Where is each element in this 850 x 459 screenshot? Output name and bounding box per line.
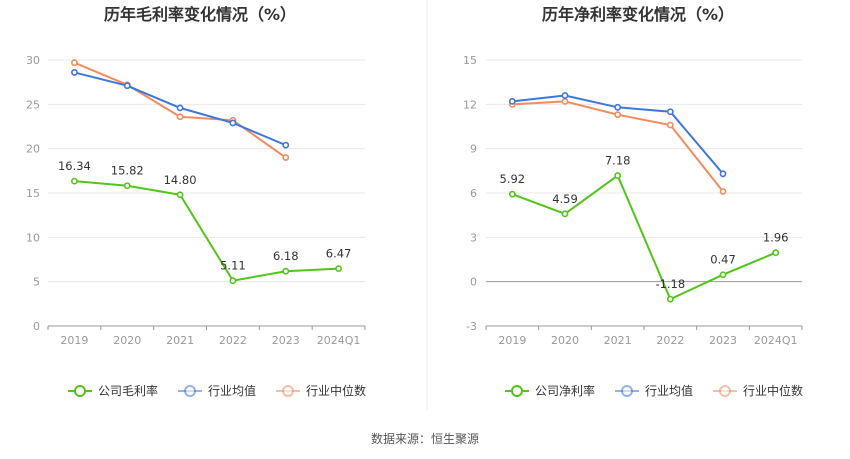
data-point — [719, 271, 727, 279]
data-point — [282, 267, 290, 275]
legend-marker — [184, 385, 196, 397]
y-tick-label: 20 — [26, 143, 40, 156]
y-tick-label: 6 — [470, 187, 477, 200]
data-label: -1.18 — [655, 277, 685, 291]
x-tick-label: 2022 — [219, 334, 247, 347]
legend-label: 行业均值 — [645, 383, 693, 398]
data-point — [614, 111, 622, 119]
data-point — [229, 277, 237, 285]
y-tick-label: -3 — [466, 320, 477, 333]
legend-marker — [282, 385, 294, 397]
x-tick-label: 2024Q1 — [754, 334, 798, 347]
data-point — [176, 113, 184, 121]
data-point — [772, 249, 780, 257]
gross-margin-chart: 历年毛利率变化情况（%） 0 5 10 15 20 25 30 2019 2020 2021 202… — [26, 5, 366, 398]
chart-title: 历年毛利率变化情况（%） — [104, 5, 296, 24]
x-tick-label: 2024Q1 — [317, 334, 361, 347]
y-tick-label: 25 — [26, 98, 40, 111]
data-point — [71, 59, 78, 67]
data-point — [335, 265, 342, 273]
y-tick-label: 12 — [463, 98, 477, 111]
legend-marker — [511, 385, 523, 397]
legend-label: 公司毛利率 — [98, 383, 158, 398]
data-label: 15.82 — [111, 164, 144, 178]
chart-title: 历年净利率变化情况（%） — [542, 5, 734, 24]
data-label: 6.18 — [273, 249, 299, 263]
x-tick-label: 2021 — [604, 334, 632, 347]
legend-label: 行业均值 — [208, 383, 256, 398]
data-label: 0.47 — [710, 253, 736, 267]
x-tick-label: 2022 — [656, 334, 684, 347]
y-tick-label: 3 — [470, 231, 477, 244]
data-label: 5.11 — [220, 259, 246, 273]
x-tick-label: 2019 — [498, 334, 526, 347]
y-tick-label: 30 — [26, 54, 40, 67]
data-point — [719, 188, 727, 195]
data-point — [561, 97, 569, 105]
data-point — [719, 170, 727, 178]
x-tick-label: 2019 — [60, 334, 88, 347]
series-line — [511, 174, 777, 301]
data-source-note: 数据来源：恒生聚源 — [371, 431, 479, 446]
data-label: 7.18 — [605, 154, 631, 168]
legend-marker — [719, 385, 731, 397]
data-label: 16.34 — [58, 159, 91, 173]
data-point — [176, 104, 184, 112]
data-label: 1.96 — [763, 231, 789, 245]
data-point — [71, 69, 78, 76]
x-tick-label: 2023 — [709, 334, 737, 347]
y-tick-label: 0 — [33, 320, 40, 333]
data-label: 4.59 — [552, 192, 578, 206]
legend-label: 行业中位数 — [306, 383, 366, 398]
x-tick-label: 2020 — [113, 334, 141, 347]
data-point — [666, 108, 674, 116]
data-point — [282, 141, 290, 149]
legend-marker — [621, 385, 633, 397]
data-point — [71, 177, 78, 185]
data-point — [666, 121, 674, 129]
data-label: 5.92 — [500, 172, 526, 186]
series-line — [74, 180, 339, 282]
data-point — [508, 190, 516, 198]
data-point — [614, 103, 622, 111]
data-point — [282, 154, 290, 161]
data-label: 14.80 — [164, 173, 197, 187]
data-point — [508, 97, 516, 105]
data-point — [561, 210, 569, 218]
y-tick-label: 9 — [470, 143, 477, 156]
y-tick-label: 5 — [33, 276, 40, 289]
y-tick-label: 10 — [26, 231, 40, 244]
legend-label: 公司净利率 — [535, 383, 595, 398]
legend-marker — [74, 385, 86, 397]
y-tick-label: 0 — [470, 276, 477, 289]
x-tick-label: 2020 — [551, 334, 579, 347]
data-point — [176, 191, 184, 199]
data-point — [229, 119, 237, 127]
y-tick-label: 15 — [26, 187, 40, 200]
y-tick-label: 15 — [463, 54, 477, 67]
data-point — [561, 92, 569, 99]
legend-label: 行业中位数 — [743, 383, 803, 398]
x-tick-label: 2021 — [166, 334, 194, 347]
data-point — [666, 295, 674, 303]
net-margin-chart: 历年净利率变化情况（%） -3 0 3 6 9 12 15 2019 2020 2021 2022 2… — [463, 5, 803, 398]
data-label: 6.47 — [326, 247, 352, 261]
data-point — [123, 182, 131, 190]
x-tick-label: 2023 — [272, 334, 300, 347]
data-point — [123, 82, 131, 90]
data-point — [614, 172, 622, 179]
